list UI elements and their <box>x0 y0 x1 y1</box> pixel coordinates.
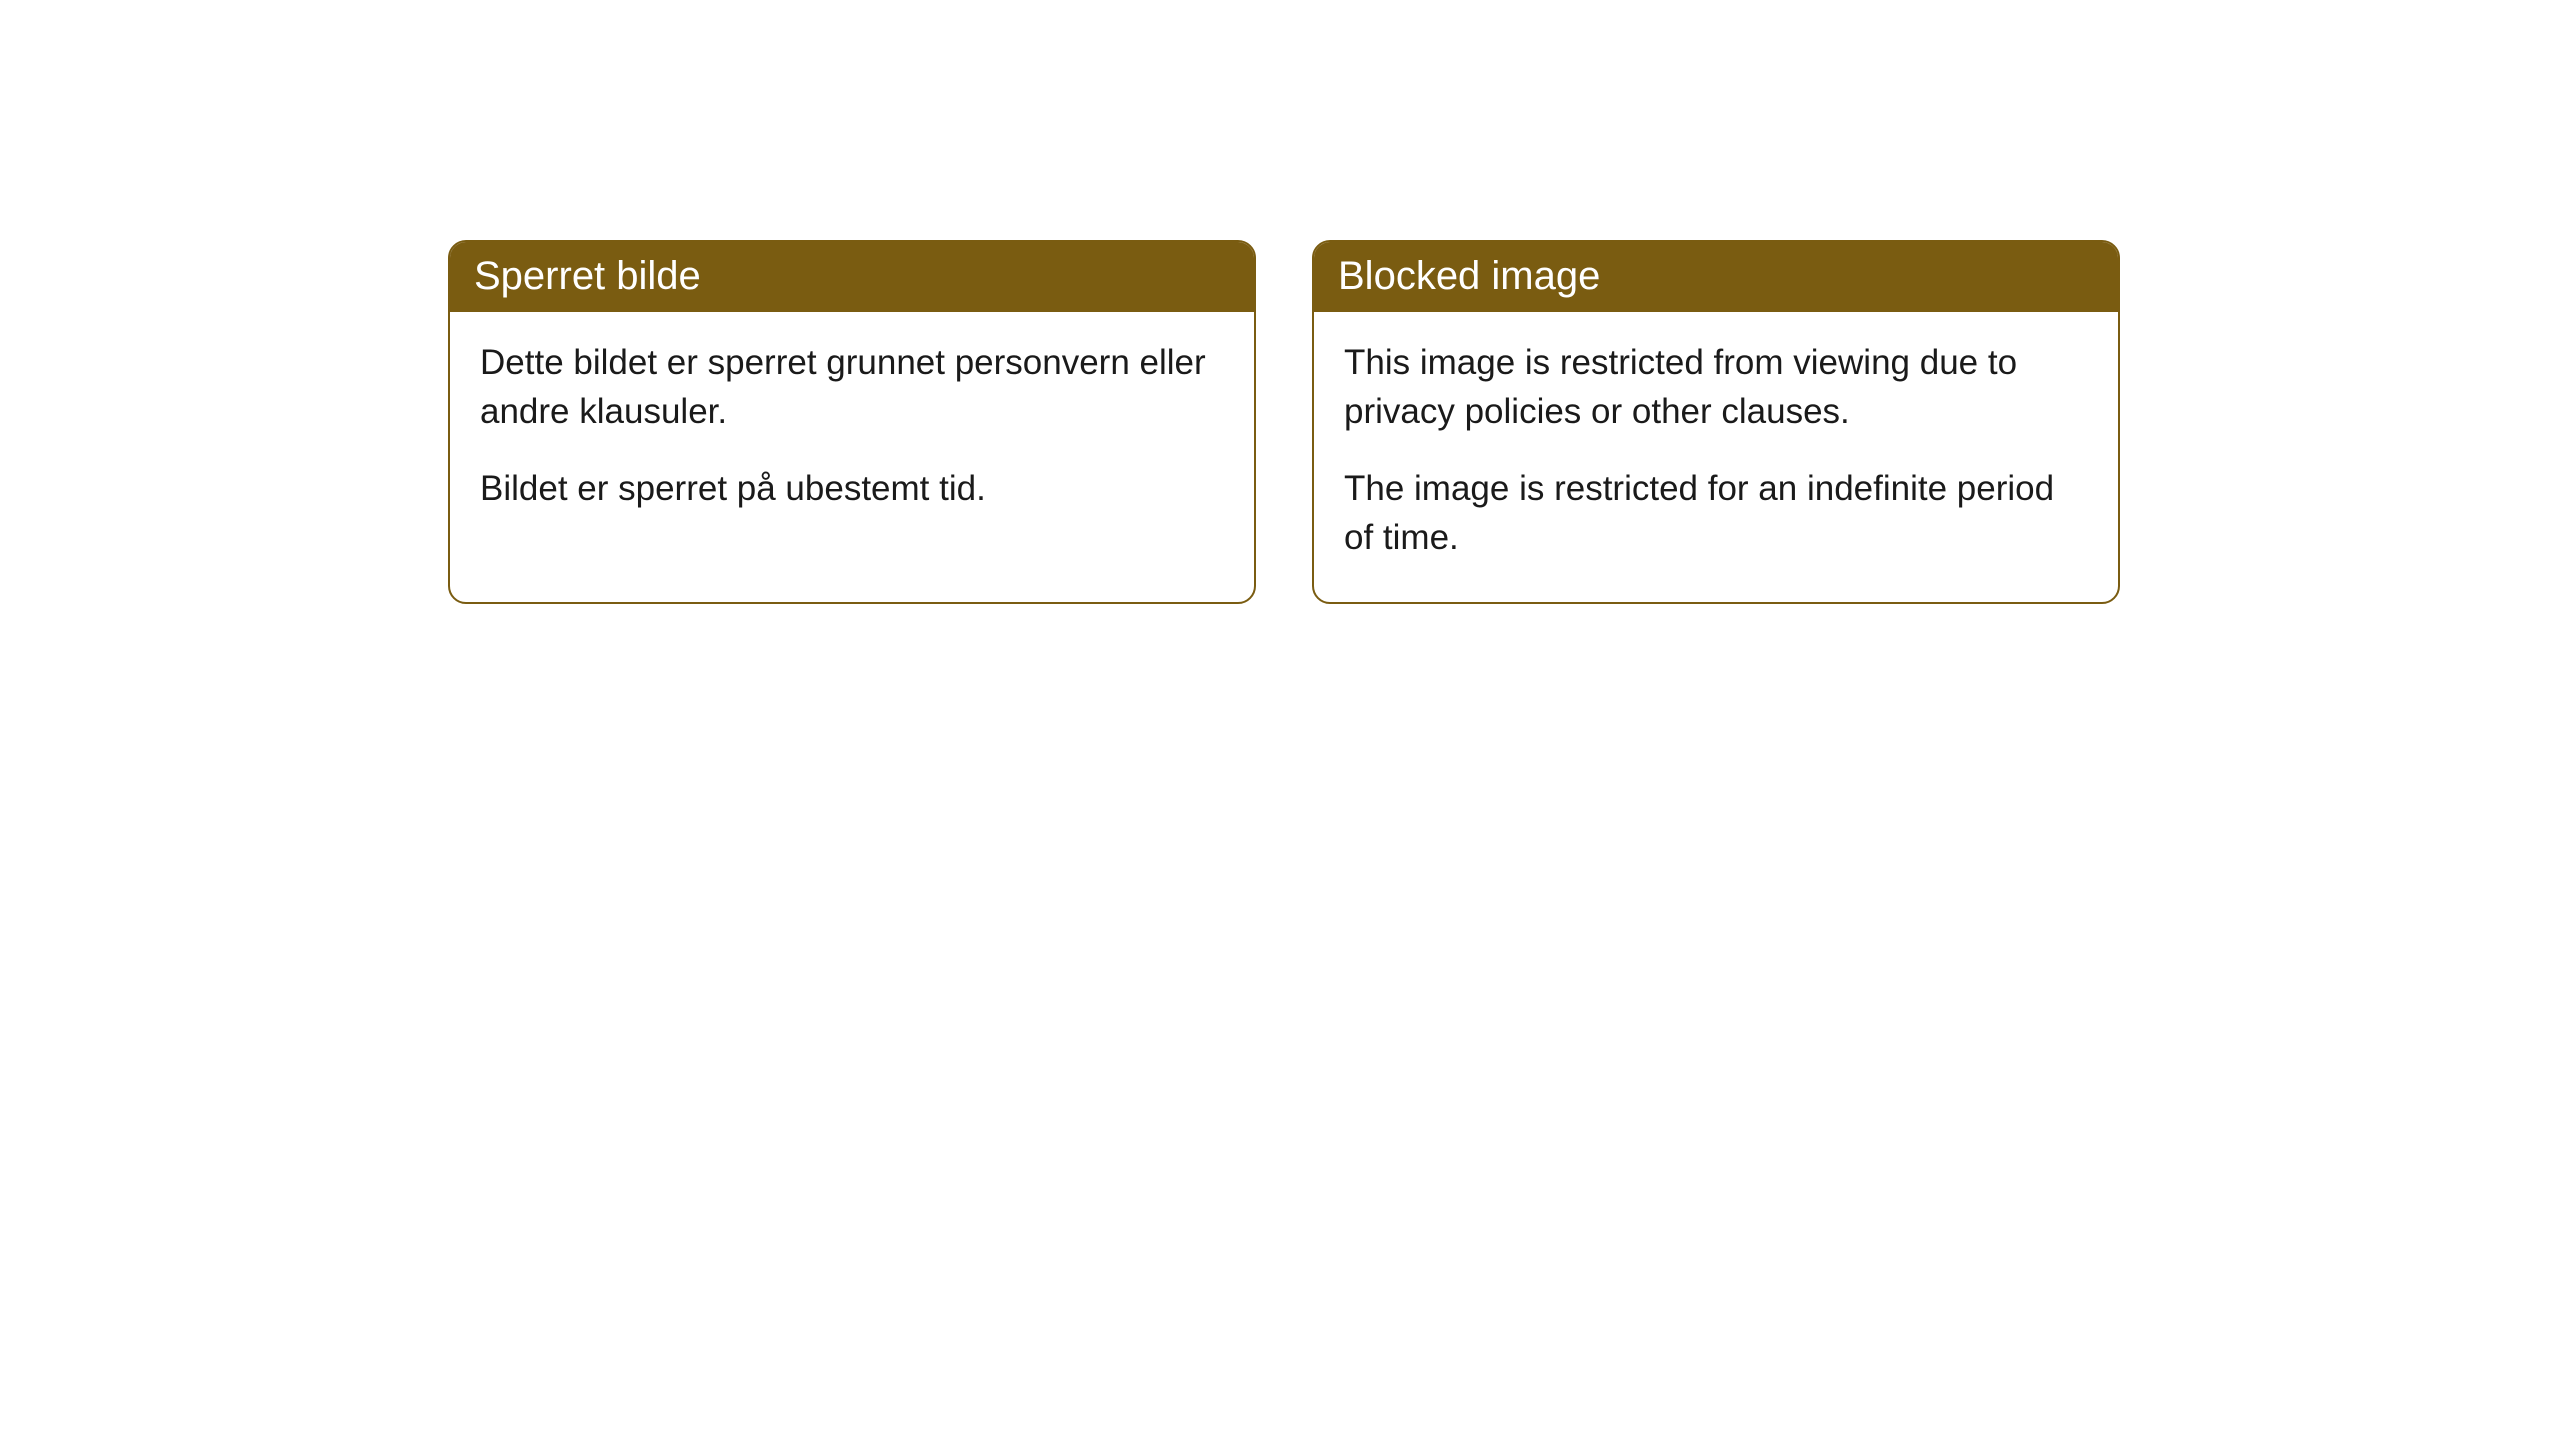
card-paragraph: Bildet er sperret på ubestemt tid. <box>480 464 1224 513</box>
blocked-image-card-en: Blocked image This image is restricted f… <box>1312 240 2120 604</box>
card-header: Sperret bilde <box>450 242 1254 312</box>
card-paragraph: This image is restricted from viewing du… <box>1344 338 2088 436</box>
card-header: Blocked image <box>1314 242 2118 312</box>
card-paragraph: Dette bildet er sperret grunnet personve… <box>480 338 1224 436</box>
cards-container: Sperret bilde Dette bildet er sperret gr… <box>0 0 2560 604</box>
card-paragraph: The image is restricted for an indefinit… <box>1344 464 2088 562</box>
blocked-image-card-no: Sperret bilde Dette bildet er sperret gr… <box>448 240 1256 604</box>
card-body: Dette bildet er sperret grunnet personve… <box>450 312 1254 553</box>
card-body: This image is restricted from viewing du… <box>1314 312 2118 602</box>
